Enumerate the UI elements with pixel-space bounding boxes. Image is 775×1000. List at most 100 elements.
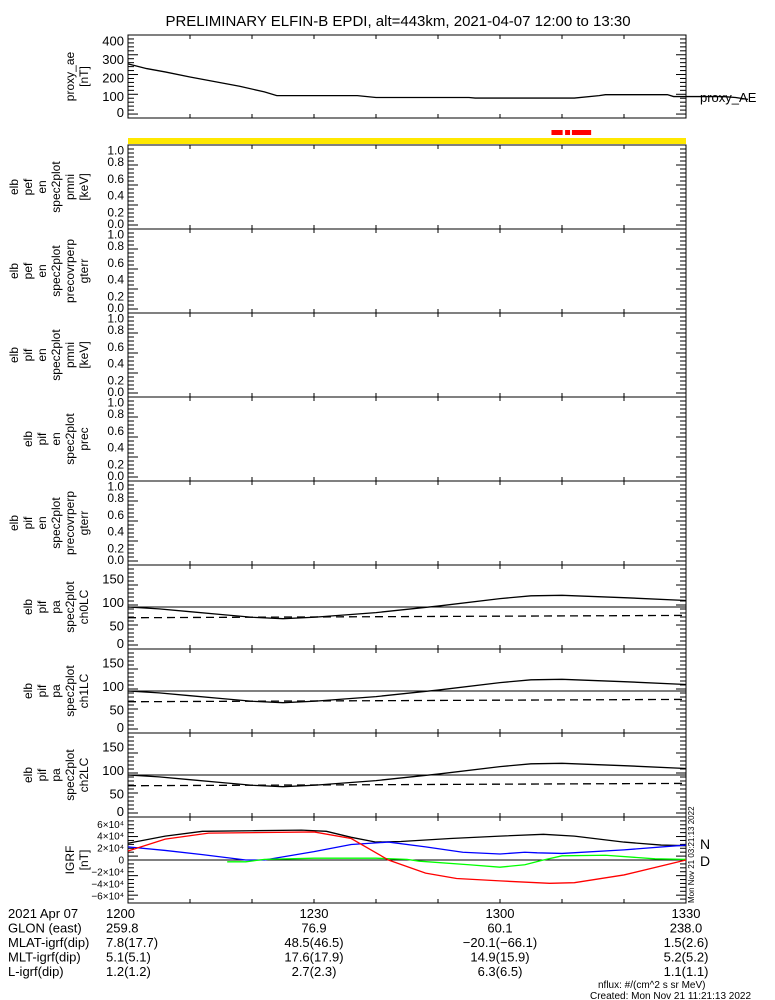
y-tick-label: 0.0: [107, 385, 124, 399]
y-tick-label: 100: [102, 763, 124, 778]
y-tick-label: 100: [102, 595, 124, 610]
proxy-ae-line: [127, 63, 749, 100]
y-axis-label: spec2plot: [49, 161, 63, 213]
x-row-value: 5.1(5.1): [106, 950, 151, 965]
y-axis-label: spec2plot: [49, 245, 63, 297]
y-axis-label: pif: [21, 348, 35, 361]
y-axis-label: spec2plot: [63, 413, 77, 465]
y-axis-label: prec: [77, 427, 91, 450]
y-tick-label: 0.8: [107, 155, 124, 169]
y-axis-label: IGRF: [63, 846, 77, 875]
y-tick-label: 0.0: [107, 469, 124, 483]
y-tick-label: 1.0: [107, 396, 124, 410]
y-axis-label: [nT]: [77, 850, 91, 871]
y-tick-label: 300: [102, 52, 124, 67]
x-row-value: 1.2(1.2): [106, 964, 151, 979]
side-timestamp: Mon Nov 21 03:21:13 2022: [687, 806, 696, 903]
y-tick-label: 200: [102, 71, 124, 86]
y-tick-label: 0.8: [107, 323, 124, 337]
nflux-units: nflux: #/(cm^2 s sr MeV): [598, 980, 706, 991]
y-tick-label: 0.0: [107, 553, 124, 567]
y-tick-label: 6×10⁴: [97, 820, 124, 831]
y-tick-label: 0.0: [107, 301, 124, 315]
y-tick-label: 1.0: [107, 480, 124, 494]
y-tick-label: 0.6: [107, 424, 124, 438]
y-axis-label: [nT]: [77, 66, 91, 87]
y-axis-label: pif: [35, 432, 49, 445]
y-tick-label: 50: [110, 702, 124, 717]
pa-curve: [127, 678, 687, 704]
x-row-value: 238.0: [670, 921, 703, 936]
y-axis-label: spec2plot: [63, 749, 77, 801]
x-row-label: MLT-igrf(dip): [8, 950, 81, 965]
y-axis-label: pef: [21, 178, 35, 195]
y-tick-label: 0.2: [107, 290, 124, 304]
y-tick-label: 0: [117, 720, 124, 735]
y-tick-label: 0.0: [107, 217, 124, 231]
y-axis-label: pif: [35, 684, 49, 697]
igrf-N-line: [127, 841, 687, 861]
igrf-D-line: [127, 831, 687, 884]
y-axis-label: gterr: [77, 511, 91, 536]
x-row-value: 5.2(5.2): [664, 950, 709, 965]
y-axis-label: pmni: [63, 174, 77, 200]
x-row-value: 1230: [300, 906, 329, 921]
y-axis-label: elb: [7, 515, 21, 531]
y-axis-label: pa: [49, 768, 63, 782]
x-row-value: 6.3(6.5): [478, 964, 523, 979]
panel-frame: [127, 228, 687, 314]
x-row-label: L-igrf(dip): [8, 964, 64, 979]
y-axis-label: en: [35, 516, 49, 529]
panel-frame: [127, 396, 687, 482]
y-tick-label: 0: [117, 105, 124, 120]
x-row-label: MLAT-igrf(dip): [8, 935, 89, 950]
y-axis-label: elb: [21, 431, 35, 447]
y-axis-label: pmni: [63, 342, 77, 368]
y-tick-label: 0.4: [107, 357, 124, 371]
y-axis-label: spec2plot: [49, 329, 63, 381]
panel-frame: [127, 480, 687, 566]
y-tick-label: 150: [102, 740, 124, 755]
y-axis-label: ch2LC: [77, 757, 91, 792]
x-row-value: 1.5(2.6): [664, 935, 709, 950]
y-tick-label: 150: [102, 656, 124, 671]
loss-cone-dashed-line: [127, 698, 687, 703]
y-axis-label: spec2plot: [49, 497, 63, 549]
y-axis-label: [keV]: [77, 341, 91, 368]
x-row-value: 17.6(17.9): [284, 950, 343, 965]
y-tick-label: 0.2: [107, 374, 124, 388]
data-collection-bar: [571, 130, 592, 135]
y-axis-label: gterr: [77, 259, 91, 284]
science-zone-bar: [128, 138, 686, 144]
y-tick-label: 0.6: [107, 256, 124, 270]
y-tick-label: 1.0: [107, 228, 124, 242]
loss-cone-dashed-line: [127, 614, 687, 619]
y-tick-label: 0.2: [107, 458, 124, 472]
y-axis-label: elb: [21, 683, 35, 699]
y-axis-label: pef: [21, 262, 35, 279]
panel-frame: [127, 34, 687, 119]
panel-frame: [127, 144, 687, 230]
loss-cone-dashed-line: [127, 782, 687, 787]
panel-frame: [127, 312, 687, 398]
y-tick-label: 0: [118, 856, 124, 867]
legend-d: D: [700, 853, 710, 869]
x-row-label: 2021 Apr 07: [8, 906, 78, 921]
y-axis-label: precovrperp: [63, 491, 77, 555]
x-row-value: 7.8(17.7): [106, 935, 158, 950]
y-axis-label: en: [35, 180, 49, 193]
y-axis-label: [keV]: [77, 173, 91, 200]
y-tick-label: 0.8: [107, 491, 124, 505]
y-axis-label: elb: [7, 179, 21, 195]
y-axis-label: pif: [21, 516, 35, 529]
y-tick-label: 0.2: [107, 542, 124, 556]
y-tick-label: 0.4: [107, 273, 124, 287]
y-axis-label: ch0LC: [77, 589, 91, 624]
data-collection-bar: [565, 130, 571, 135]
y-tick-label: 1.0: [107, 312, 124, 326]
y-tick-label: 1.0: [107, 144, 124, 158]
x-row-value: 1.1(1.1): [664, 964, 709, 979]
y-axis-label: en: [35, 348, 49, 361]
x-row-value: 48.5(46.5): [284, 935, 343, 950]
y-axis-label: pif: [35, 768, 49, 781]
